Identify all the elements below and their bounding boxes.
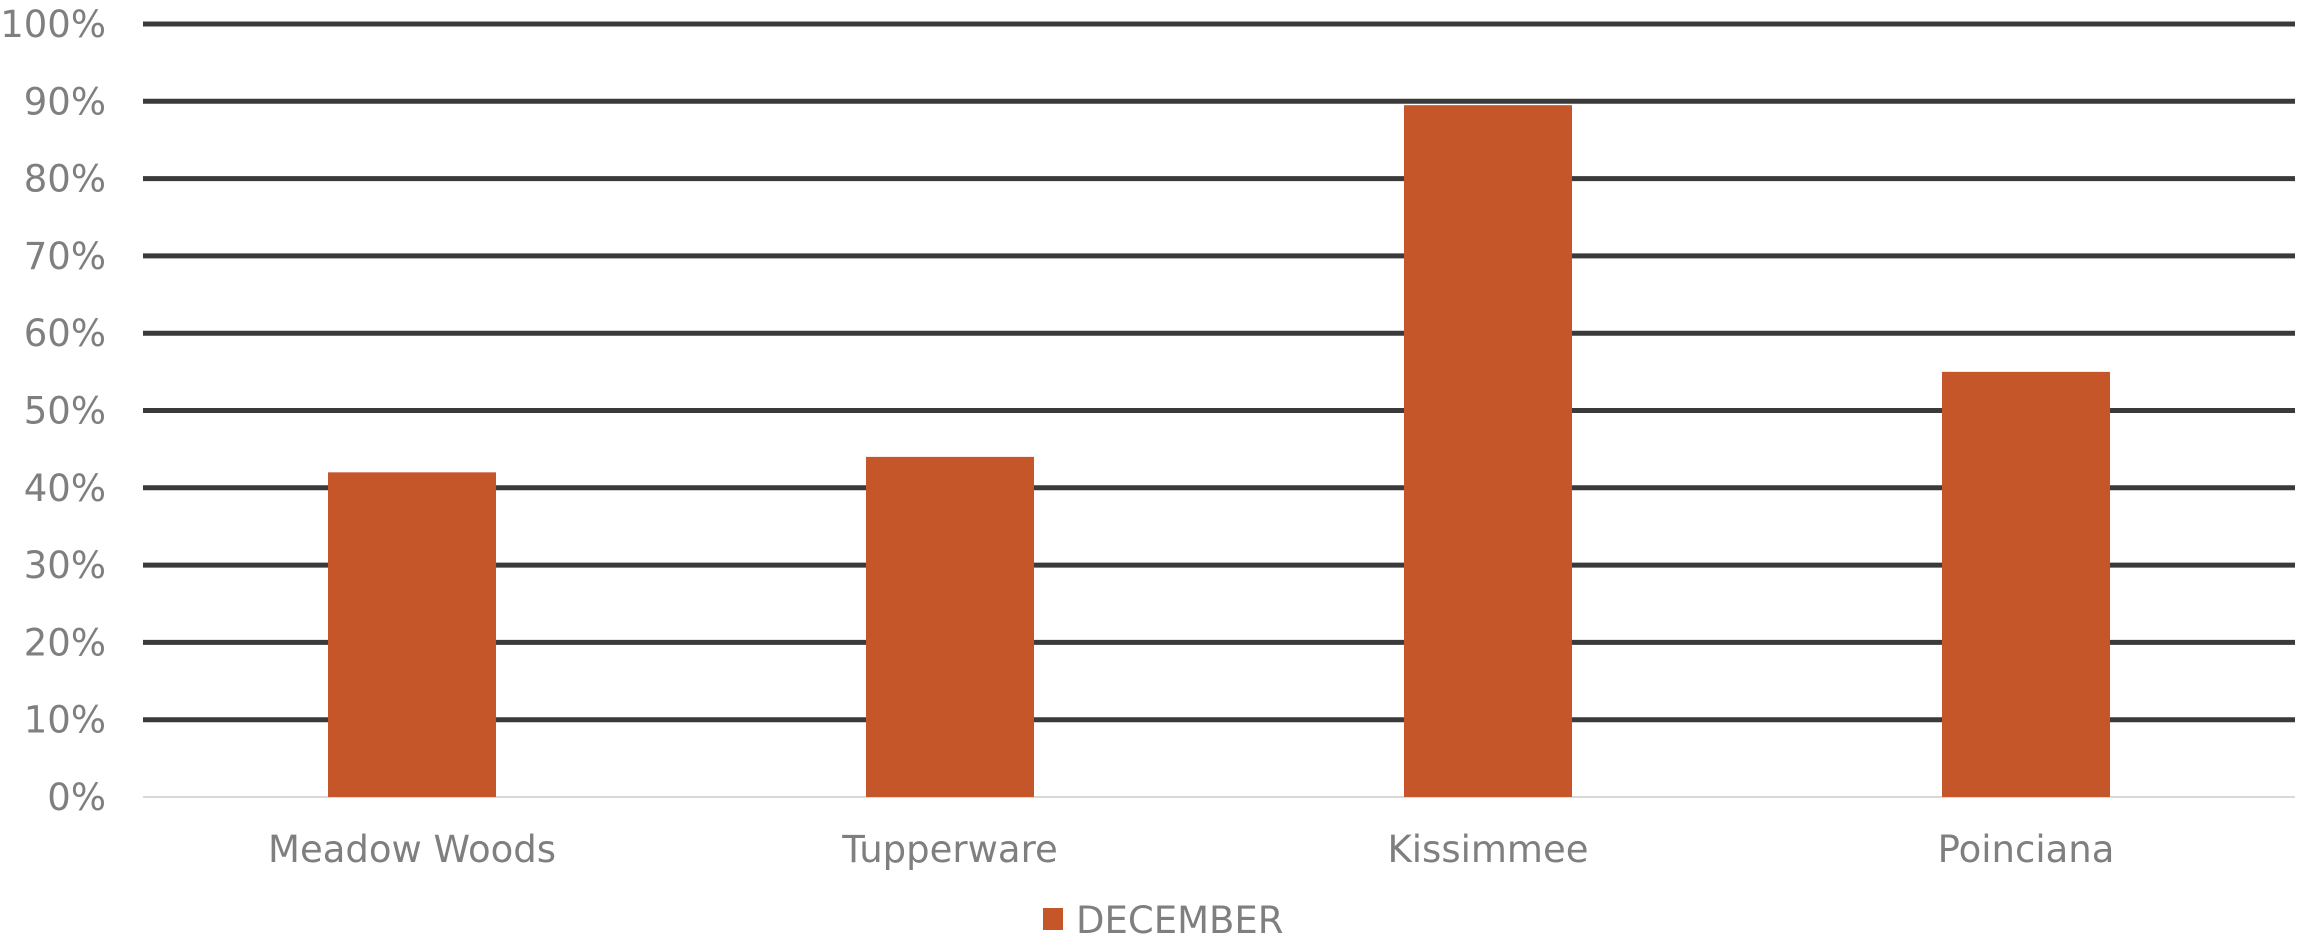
y-tick-label: 50% bbox=[24, 390, 106, 433]
y-tick-label: 90% bbox=[24, 80, 106, 123]
legend-label-december: DECEMBER bbox=[1076, 899, 1283, 939]
y-tick-label: 40% bbox=[24, 467, 106, 510]
y-axis-tick-labels: 0% 10% 20% 30% 40% 50% 60% 70% 80% 90% 100% bbox=[0, 3, 106, 819]
y-tick-label: 20% bbox=[24, 621, 106, 664]
x-category-label: Tupperware bbox=[841, 828, 1057, 871]
bar-poinciana bbox=[1942, 371, 2110, 797]
legend: DECEMBER bbox=[1043, 899, 1283, 939]
y-tick-label: 10% bbox=[24, 699, 106, 742]
x-category-label: Poinciana bbox=[1938, 828, 2115, 871]
y-tick-label: 70% bbox=[24, 235, 106, 278]
y-tick-label: 30% bbox=[24, 544, 106, 587]
gridlines bbox=[143, 21, 2295, 798]
bar-kissimmee bbox=[1404, 105, 1572, 798]
y-tick-label: 100% bbox=[0, 3, 106, 46]
x-category-label: Meadow Woods bbox=[268, 828, 556, 871]
x-axis-category-labels: Meadow Woods Tupperware Kissimmee Poinciana bbox=[268, 828, 2114, 871]
bars bbox=[328, 105, 2110, 798]
x-category-label: Kissimmee bbox=[1388, 828, 1589, 871]
y-tick-label: 0% bbox=[47, 776, 106, 819]
legend-swatch-december bbox=[1043, 908, 1063, 930]
bar-tupperware bbox=[866, 456, 1034, 797]
y-tick-label: 80% bbox=[24, 158, 106, 201]
y-tick-label: 60% bbox=[24, 312, 106, 355]
bar-meadow-woods bbox=[328, 472, 496, 797]
